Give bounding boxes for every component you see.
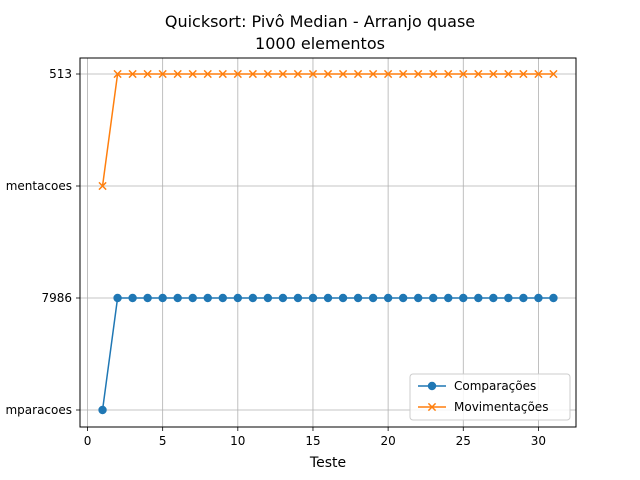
data-point (203, 69, 212, 79)
data-point (293, 69, 303, 79)
data-point (534, 69, 543, 79)
data-point (504, 293, 513, 303)
chart-title-line-2: 1000 elementos (255, 34, 385, 53)
data-point (429, 69, 438, 79)
data-point (519, 293, 528, 303)
data-point (158, 293, 167, 303)
data-point (489, 293, 498, 303)
x-tick-label: 0 (84, 434, 92, 448)
data-point (203, 293, 212, 303)
data-point (113, 69, 122, 79)
data-point (233, 69, 242, 79)
data-point (218, 69, 227, 79)
legend-marker (427, 402, 437, 412)
data-point (368, 69, 378, 79)
data-point (173, 69, 182, 79)
x-axis-label: Teste (309, 455, 346, 471)
data-point (549, 69, 558, 79)
data-point (398, 293, 408, 303)
data-point (459, 293, 468, 303)
data-point (263, 69, 273, 79)
data-point (98, 181, 107, 191)
data-point (338, 69, 348, 79)
data-point (323, 293, 333, 303)
data-point (188, 293, 197, 303)
data-point (399, 69, 408, 79)
legend: Comparações Movimentações (409, 373, 571, 421)
data-point (113, 293, 122, 303)
data-point (474, 293, 483, 303)
data-point (429, 293, 438, 303)
data-point (233, 293, 243, 303)
plot-area (80, 58, 576, 427)
data-point (143, 293, 152, 303)
data-point (143, 69, 152, 79)
data-point (263, 293, 273, 303)
data-point (98, 405, 107, 415)
legend-box (409, 373, 571, 421)
x-tick-label: 15 (305, 434, 320, 448)
data-point (383, 69, 393, 79)
data-point (444, 293, 453, 303)
data-point (413, 293, 423, 303)
data-point (308, 69, 318, 79)
data-point (158, 69, 167, 79)
data-point (173, 293, 182, 303)
data-point (248, 293, 258, 303)
y-tick-label: mparacoes (5, 403, 72, 417)
data-point (444, 69, 453, 79)
y-tick-label: 513 (49, 67, 72, 81)
y-tick-label: mentacoes (6, 179, 72, 193)
data-point (474, 69, 483, 79)
data-point (549, 293, 558, 303)
x-tick-label: 25 (456, 434, 471, 448)
data-point (383, 293, 393, 303)
data-point (489, 69, 498, 79)
axes: 0 5 10 15 20 25 30 mparacoes 7986 mentacoes 513 (5, 67, 546, 448)
data-point (519, 69, 528, 79)
x-tick-label: 20 (380, 434, 395, 448)
data-point (353, 293, 363, 303)
legend-label: Movimentações (454, 400, 548, 414)
data-point (128, 293, 137, 303)
data-point (188, 69, 197, 79)
legend-marker (427, 381, 437, 391)
data-point (278, 293, 288, 303)
data-point (534, 293, 543, 303)
data-point (338, 293, 348, 303)
data-point (293, 293, 303, 303)
data-point (414, 69, 423, 79)
data-point (323, 69, 333, 79)
data-point (459, 69, 468, 79)
x-tick-label: 30 (531, 434, 546, 448)
data-point (353, 69, 363, 79)
y-tick-label: 7986 (41, 291, 72, 305)
legend-label: Comparações (454, 379, 536, 393)
data-point (368, 293, 378, 303)
chart-title-line-1: Quicksort: Pivô Median - Arranjo quase (164, 12, 476, 31)
plot-frame (79, 57, 577, 428)
series-layer (98, 69, 558, 415)
data-point (218, 293, 227, 303)
x-tick-label: 10 (230, 434, 245, 448)
data-point (308, 293, 318, 303)
data-point (128, 69, 137, 79)
x-tick-label: 5 (159, 434, 167, 448)
data-point (278, 69, 288, 79)
data-point (504, 69, 513, 79)
data-point (248, 69, 257, 79)
